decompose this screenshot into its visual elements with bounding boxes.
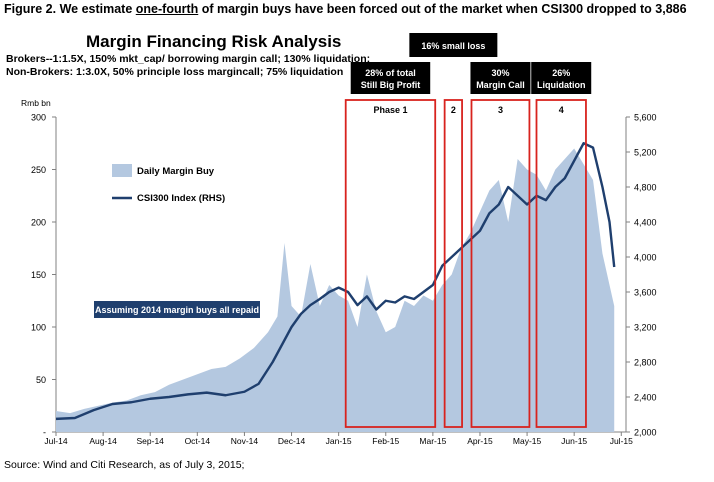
right-tick-label: 3,600 bbox=[634, 288, 657, 298]
right-tick-label: 4,400 bbox=[634, 218, 657, 228]
right-tick-label: 5,600 bbox=[634, 113, 657, 123]
phase-header-line2-1: Still Big Profit bbox=[361, 80, 421, 90]
right-tick-label: 4,000 bbox=[634, 253, 657, 263]
legend-swatch-area bbox=[112, 164, 132, 177]
x-tick-label: Jun-15 bbox=[561, 436, 587, 446]
x-tick-label: Mar-15 bbox=[419, 436, 446, 446]
left-tick-label: 150 bbox=[31, 270, 46, 280]
right-tick-label: 5,200 bbox=[634, 148, 657, 158]
figure-title: Figure 2. We estimate one-fourth of marg… bbox=[4, 2, 687, 16]
x-tick-label: Aug-14 bbox=[89, 436, 117, 446]
right-tick-label: 2,000 bbox=[634, 428, 657, 438]
left-tick-label: 50 bbox=[36, 375, 46, 385]
figure-title-emphasis: one-fourth bbox=[135, 2, 199, 16]
x-tick-label: Sep-14 bbox=[137, 436, 165, 446]
chart-title: Margin Financing Risk Analysis bbox=[86, 32, 342, 51]
legend-label-area: Daily Margin Buy bbox=[137, 166, 215, 177]
phase-header-box-3 bbox=[470, 62, 531, 94]
right-tick-label: 2,400 bbox=[634, 393, 657, 403]
phase-label-4: 4 bbox=[559, 105, 564, 115]
phase-label-3: 3 bbox=[498, 105, 503, 115]
phase-header-box-4 bbox=[531, 62, 592, 94]
csi300-index-line bbox=[55, 142, 616, 421]
right-tick-label: 2,800 bbox=[634, 358, 657, 368]
right-tick-label: 3,200 bbox=[634, 323, 657, 333]
phase-header-box-1 bbox=[350, 62, 431, 94]
phase-header-line1-3: 30% bbox=[491, 68, 509, 78]
phase-header-line1-2: 16% small loss bbox=[421, 41, 485, 51]
daily-margin-buy-area bbox=[56, 148, 615, 432]
x-tick-label: Nov-14 bbox=[231, 436, 259, 446]
phase-header-line1-4: 26% bbox=[552, 68, 570, 78]
x-tick-label: Oct-14 bbox=[185, 436, 211, 446]
phase-header-line2-4: Liquidation bbox=[537, 80, 586, 90]
x-tick-label: May-15 bbox=[513, 436, 542, 446]
phase-header-box-2 bbox=[409, 33, 498, 57]
left-axis-unit: Rmb bn bbox=[21, 98, 51, 108]
phase-header-line1-1: 28% of total bbox=[365, 68, 416, 78]
left-tick-label: - bbox=[43, 428, 46, 438]
callout-text: Assuming 2014 margin buys all repaid bbox=[95, 305, 259, 315]
left-tick-label: 100 bbox=[31, 323, 46, 333]
phase-label-2: 2 bbox=[451, 105, 456, 115]
phase-box-3 bbox=[470, 99, 531, 428]
subtitle-line-2: Non-Brokers: 1:3.0X, 50% principle loss … bbox=[6, 66, 344, 78]
legend-label-line: CSI300 Index (RHS) bbox=[137, 193, 225, 204]
x-tick-label: Jul-14 bbox=[44, 436, 67, 446]
right-tick-label: 4,800 bbox=[634, 183, 657, 193]
x-tick-label: Jan-15 bbox=[326, 436, 352, 446]
phase-box-2 bbox=[443, 99, 463, 428]
phase-header-line2-3: Margin Call bbox=[476, 80, 525, 90]
x-tick-label: Apr-15 bbox=[467, 436, 493, 446]
left-tick-label: 200 bbox=[31, 218, 46, 228]
source-note: Source: Wind and Citi Research, as of Ju… bbox=[4, 459, 245, 471]
left-tick-label: 250 bbox=[31, 165, 46, 175]
phase-label-1: Phase 1 bbox=[373, 105, 407, 115]
left-tick-label: 300 bbox=[31, 113, 46, 123]
callout-box bbox=[94, 301, 260, 318]
phase-box-4 bbox=[535, 99, 587, 428]
x-tick-label: Dec-14 bbox=[278, 436, 306, 446]
x-tick-label: Feb-15 bbox=[372, 436, 399, 446]
subtitle-line-1: Brokers--1:1.5X, 150% mkt_cap/ borrowing… bbox=[6, 53, 371, 65]
x-tick-label: Jul-15 bbox=[610, 436, 633, 446]
phase-box-1 bbox=[344, 99, 437, 428]
